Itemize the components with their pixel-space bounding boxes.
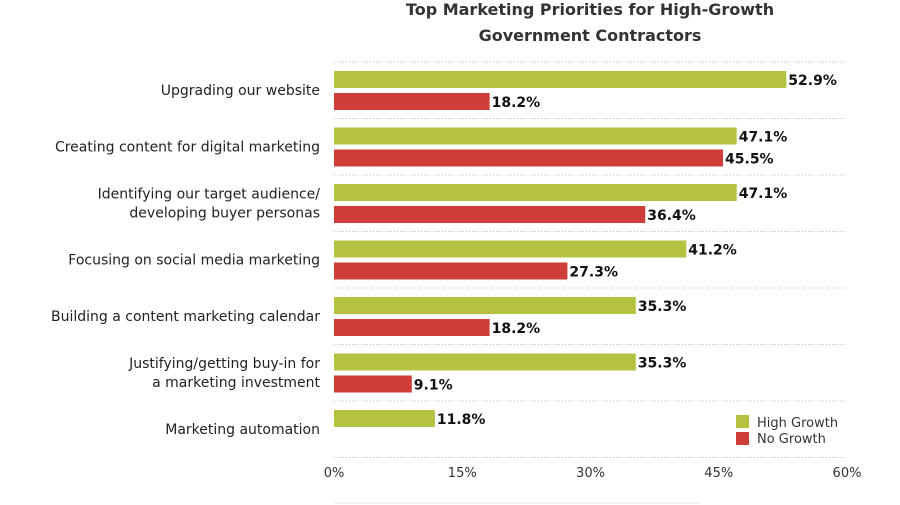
data-label: 18.2% — [492, 321, 541, 337]
x-tick-label: 60% — [833, 466, 862, 481]
category-label: Marketing automation — [165, 422, 320, 438]
data-label: 47.1% — [739, 186, 788, 202]
category-label: Building a content marketing calendar — [51, 309, 320, 325]
x-tick-label: 0% — [324, 466, 345, 481]
bar-no-growth — [334, 262, 568, 280]
data-label: 52.9% — [788, 73, 837, 89]
bar-high-growth — [334, 410, 435, 427]
data-label: 45.5% — [725, 152, 774, 168]
data-label: 35.3% — [638, 299, 687, 315]
bar-high-growth — [334, 240, 687, 258]
data-label: 41.2% — [688, 243, 737, 259]
bar-no-growth — [334, 149, 724, 167]
bar-high-growth — [334, 353, 636, 371]
chart-title-line-2: Government Contractors — [479, 26, 702, 45]
category-label: developing buyer personas — [129, 206, 320, 222]
category-label: a marketing investment — [152, 375, 320, 391]
x-tick-label: 15% — [448, 466, 477, 481]
x-tick-label: 45% — [704, 466, 733, 481]
bar-high-growth — [334, 71, 787, 88]
legend-swatch-no-growth — [736, 432, 749, 445]
x-tick-label: 30% — [576, 466, 605, 481]
bar-high-growth — [334, 184, 737, 201]
legend-swatch-high-growth — [736, 415, 749, 428]
bar-high-growth — [334, 127, 737, 145]
category-label: Identifying our target audience/ — [98, 187, 321, 203]
bar-no-growth — [334, 93, 490, 110]
bar-no-growth — [334, 319, 490, 336]
bar-no-growth — [334, 375, 412, 393]
category-label: Focusing on social media marketing — [68, 253, 320, 269]
category-label: Upgrading our website — [161, 83, 320, 99]
data-label: 47.1% — [739, 130, 788, 146]
data-label: 9.1% — [414, 378, 453, 394]
data-label: 11.8% — [437, 412, 486, 428]
legend-label-high-growth: High Growth — [757, 416, 838, 431]
chart-title-line-1: Top Marketing Priorities for High-Growth — [406, 0, 774, 19]
legend: High Growth No Growth — [736, 415, 838, 447]
bar-no-growth — [334, 206, 646, 223]
data-label: 18.2% — [492, 95, 541, 111]
bar-high-growth — [334, 297, 636, 314]
data-label: 27.3% — [569, 265, 618, 281]
category-label: Creating content for digital marketing — [55, 140, 320, 156]
category-label: Justifying/getting buy-in for — [128, 356, 320, 372]
legend-label-no-growth: No Growth — [757, 432, 826, 447]
data-label: 36.4% — [647, 208, 696, 224]
data-label: 35.3% — [638, 356, 687, 372]
